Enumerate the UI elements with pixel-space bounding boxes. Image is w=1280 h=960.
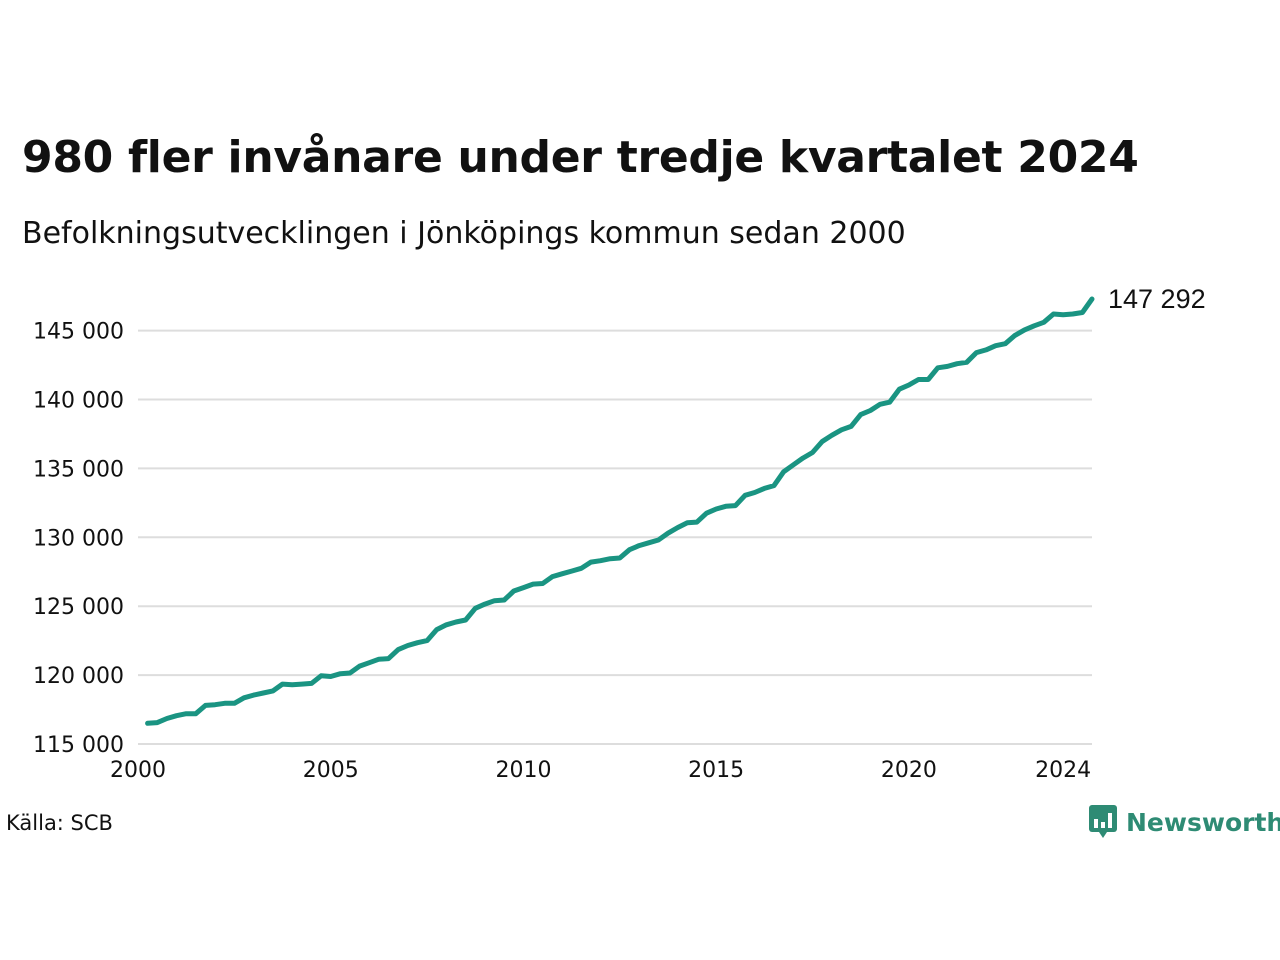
brand-logo[interactable]: Newsworthy bbox=[1088, 804, 1280, 840]
series-layer bbox=[145, 296, 1095, 726]
source-note: Källa: SCB bbox=[6, 811, 113, 835]
x-tick-label: 2000 bbox=[110, 758, 166, 783]
x-tick-label: 2005 bbox=[303, 758, 359, 783]
y-tick-label: 140 000 bbox=[33, 388, 124, 413]
end-value-label: 147 292 bbox=[1108, 284, 1206, 314]
x-tick-label: 2024 bbox=[1035, 758, 1091, 783]
brand-name: Newsworthy bbox=[1126, 807, 1280, 837]
y-axis-ticks: 115 000 120 000 125 000 130 000 135 000 140 0… bbox=[33, 320, 124, 758]
end-label-layer: 147 292 bbox=[1108, 284, 1206, 314]
y-tick-label: 130 000 bbox=[33, 526, 124, 551]
series-line bbox=[145, 296, 1095, 726]
x-tick-label: 2010 bbox=[495, 758, 551, 783]
chart-title: 980 fler invånare under tredje kvartalet… bbox=[22, 132, 1139, 183]
newsworthy-logo-icon bbox=[1089, 805, 1117, 838]
x-tick-label: 2015 bbox=[688, 758, 744, 783]
y-tick-label: 145 000 bbox=[33, 320, 124, 345]
x-axis-ticks: 2000 2005 2010 2015 2020 2024 bbox=[110, 758, 1091, 783]
y-tick-label: 115 000 bbox=[33, 733, 124, 758]
y-tick-label: 120 000 bbox=[33, 664, 124, 689]
chart-subtitle: Befolkningsutvecklingen i Jönköpings kom… bbox=[22, 216, 906, 251]
x-tick-label: 2020 bbox=[881, 758, 937, 783]
y-tick-label: 125 000 bbox=[33, 595, 124, 620]
gridlines bbox=[138, 329, 1092, 745]
y-tick-label: 135 000 bbox=[33, 457, 124, 482]
